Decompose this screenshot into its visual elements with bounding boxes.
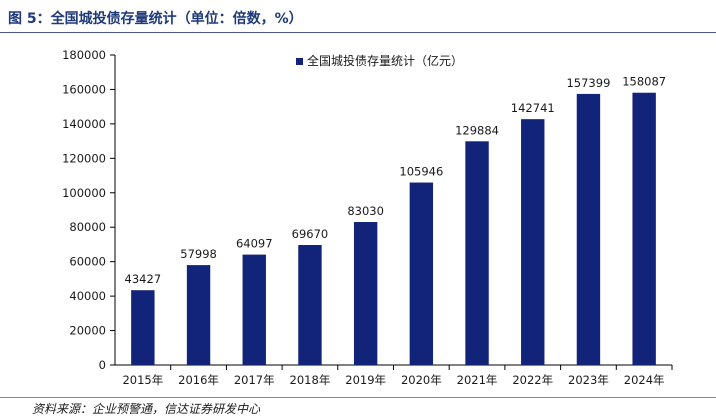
- x-tick-label: 2019年: [345, 373, 386, 387]
- y-tick-label: 60000: [69, 255, 106, 269]
- bar-chart: 0 20000 40000 60000 80000 100000 120000 140000 1…: [62, 48, 673, 387]
- figure-title: 图 5：全国城投债存量统计（单位：倍数，%）: [8, 11, 303, 27]
- bar: [131, 290, 155, 365]
- bar: [465, 141, 489, 365]
- x-tick-label: 2022年: [512, 373, 553, 387]
- bar-data-label: 129884: [455, 123, 499, 137]
- bar: [576, 93, 601, 365]
- bar-data-label: 142741: [511, 101, 555, 115]
- bar-data-label: 43427: [125, 272, 162, 286]
- bar: [521, 119, 545, 365]
- bar: [298, 245, 322, 365]
- source-note: 资料来源：企业预警通，信达证券研发中心: [32, 402, 261, 416]
- y-tick-label: 80000: [69, 220, 106, 234]
- bar-data-label: 157399: [566, 76, 610, 90]
- bar-data-label: 64097: [236, 237, 273, 251]
- bar: [242, 254, 266, 365]
- legend-swatch: [296, 58, 303, 65]
- x-tick-label: 2017年: [234, 373, 275, 387]
- legend-label: 全国城投债存量统计（亿元）: [307, 53, 463, 68]
- x-tick-label: 2018年: [290, 373, 331, 387]
- x-tick-label: 2016年: [178, 373, 219, 387]
- x-tick-label: 2015年: [122, 373, 163, 387]
- y-tick-label: 140000: [62, 117, 106, 131]
- bar-data-label: 69670: [292, 227, 329, 241]
- bar-data-label: 83030: [347, 204, 384, 218]
- bar: [353, 222, 378, 365]
- y-tick-label: 40000: [69, 289, 106, 303]
- bar: [409, 182, 434, 365]
- bar: [186, 265, 211, 365]
- source-divider: [0, 397, 716, 398]
- y-tick-label: 100000: [62, 186, 106, 200]
- x-tick-label: 2021年: [457, 373, 498, 387]
- y-tick-label: 120000: [62, 151, 106, 165]
- y-tick-label: 0: [99, 358, 106, 372]
- bar-data-label: 105946: [399, 165, 443, 179]
- bar-data-label: 57998: [180, 247, 217, 261]
- y-tick-label: 180000: [62, 48, 106, 62]
- x-tick-label: 2023年: [568, 373, 609, 387]
- bar: [632, 92, 656, 366]
- bar-data-label: 158087: [622, 75, 666, 89]
- x-tick-label: 2024年: [624, 373, 665, 387]
- y-tick-label: 20000: [69, 324, 106, 338]
- title-divider: [0, 32, 716, 33]
- x-tick-label: 2020年: [401, 373, 442, 387]
- y-tick-label: 160000: [62, 82, 106, 96]
